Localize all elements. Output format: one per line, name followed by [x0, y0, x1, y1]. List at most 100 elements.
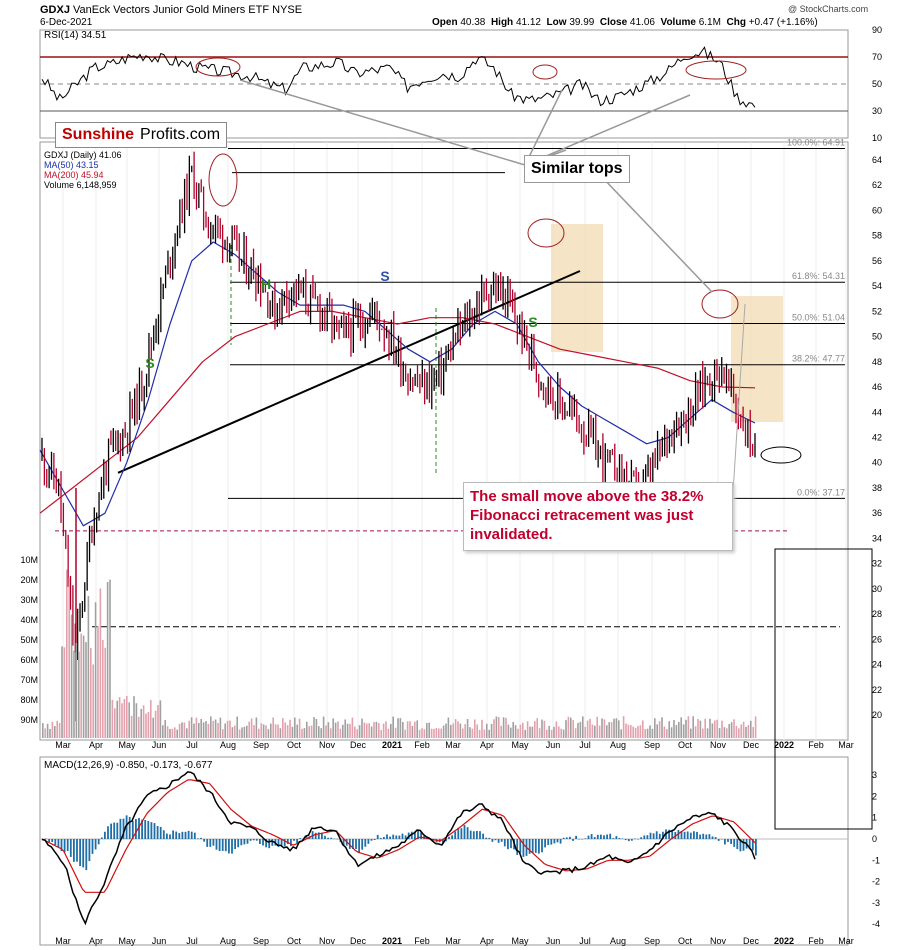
macd-hist-bar [680, 830, 683, 839]
volume-bar [159, 700, 162, 738]
volume-bar [584, 726, 586, 738]
volume-bar [142, 705, 145, 738]
macd-hist-bar [358, 839, 360, 853]
macd-hist-bar [460, 828, 463, 839]
macd-hist-bar [259, 839, 261, 844]
volume-bar [582, 716, 584, 738]
volume-bar [644, 729, 646, 738]
macd-hist-bar [454, 831, 457, 839]
fib-highlight-box-2 [731, 296, 783, 422]
volume-bar [63, 647, 66, 738]
x-tick-label: Apr [89, 740, 103, 750]
macd-hist-bar [246, 839, 249, 844]
volume-bar [594, 725, 596, 738]
macd-hist-bar [389, 836, 391, 839]
macd-hist-bar [689, 832, 692, 839]
x-tick-label: Apr [480, 740, 494, 750]
macd-hist-bar [376, 834, 379, 839]
price-tick-label: 40 [872, 458, 882, 468]
macd-hist-bar [224, 839, 227, 852]
macd-hist-bar [476, 830, 478, 839]
x-tick-label: Jul [186, 740, 198, 750]
macd-hist-bar [544, 839, 546, 848]
macd-hist-bar [166, 833, 168, 839]
volume-bar [267, 729, 270, 738]
volume-bar [342, 724, 344, 738]
volume-bar [745, 726, 747, 738]
volume-bar [234, 725, 236, 738]
macd-hist-bar [662, 831, 664, 839]
price-tick-label: 52 [872, 306, 882, 316]
macd-hist-bar [383, 837, 385, 839]
x-tick-label: Oct [287, 740, 302, 750]
volume-bar [106, 582, 109, 738]
macd-hist-bar [200, 837, 202, 839]
x-tick-label: Mar [445, 740, 461, 750]
macd-hist-bar [76, 839, 78, 862]
macd-hist-bar [57, 839, 60, 848]
volume-bar [397, 718, 399, 738]
volume-bar [579, 721, 582, 738]
price-tick-label: 50 [872, 332, 882, 342]
macd-hist-bar [91, 839, 94, 854]
macd-hist-bar [491, 839, 494, 842]
volume-bar [339, 728, 342, 738]
volume-bar [402, 722, 404, 738]
volume-bar [462, 728, 464, 738]
callout-connector [239, 79, 526, 166]
volume-bar [589, 718, 591, 738]
x-tick-label: Oct [678, 936, 693, 946]
callout-connector [524, 94, 691, 166]
macd-hist-bar [73, 839, 75, 862]
volume-bar [193, 723, 195, 738]
volume-bar [596, 716, 598, 738]
macd-hist-bar [516, 839, 519, 855]
volume-bar [658, 721, 661, 738]
chart-header-title: GDXJ VanEck Vectors Junior Gold Miners E… [40, 4, 302, 16]
macd-hist-bar [327, 837, 329, 839]
volume-bar [366, 723, 368, 738]
volume-bar [385, 721, 387, 738]
macd-hist-bar [110, 823, 112, 839]
macd-hist-bar [361, 839, 364, 850]
price-tick-label: 32 [872, 559, 882, 569]
volume-bar [560, 728, 562, 738]
x-tick-label: May [118, 936, 136, 946]
volume-bar [572, 720, 574, 738]
macd-histogram [42, 815, 757, 871]
price-tick-label: 62 [872, 180, 882, 190]
volume-tick-label: 90M [20, 715, 38, 725]
volume-bar [92, 664, 94, 738]
volume-bar [236, 716, 238, 738]
volume-bar [567, 716, 570, 738]
macd-hist-bar [686, 831, 689, 839]
macd-hist-bar [367, 839, 370, 844]
volume-bar [404, 729, 406, 738]
volume-bar [409, 721, 411, 738]
volume-bar [442, 725, 445, 738]
macd-hist-bar [534, 839, 537, 853]
volume-bar [186, 728, 188, 738]
volume-bar [70, 614, 73, 738]
logo-part-profits: Profits.com [138, 126, 227, 144]
volume-bar [284, 722, 286, 738]
macd-hist-bar [234, 839, 236, 849]
volume-bar [726, 728, 728, 738]
x-tick-label: Apr [89, 936, 103, 946]
macd-hist-bar [153, 823, 156, 839]
macd-hist-bar [404, 835, 407, 839]
macd-hist-bar [370, 839, 373, 841]
x-tick-label: Jun [546, 740, 561, 750]
volume-bar [733, 719, 735, 738]
volume-bar [476, 724, 478, 738]
volume-bar [78, 651, 80, 738]
macd-hist-bar [48, 839, 50, 843]
volume-bar [116, 700, 118, 738]
macd-hist-bar [528, 839, 531, 854]
macd-tick-label: -2 [872, 877, 880, 887]
volume-tick-label: 40M [20, 615, 38, 625]
volume-bar [291, 726, 294, 738]
macd-hist-bar [181, 831, 184, 839]
volume-bar [54, 726, 56, 738]
volume-bar [219, 717, 222, 738]
